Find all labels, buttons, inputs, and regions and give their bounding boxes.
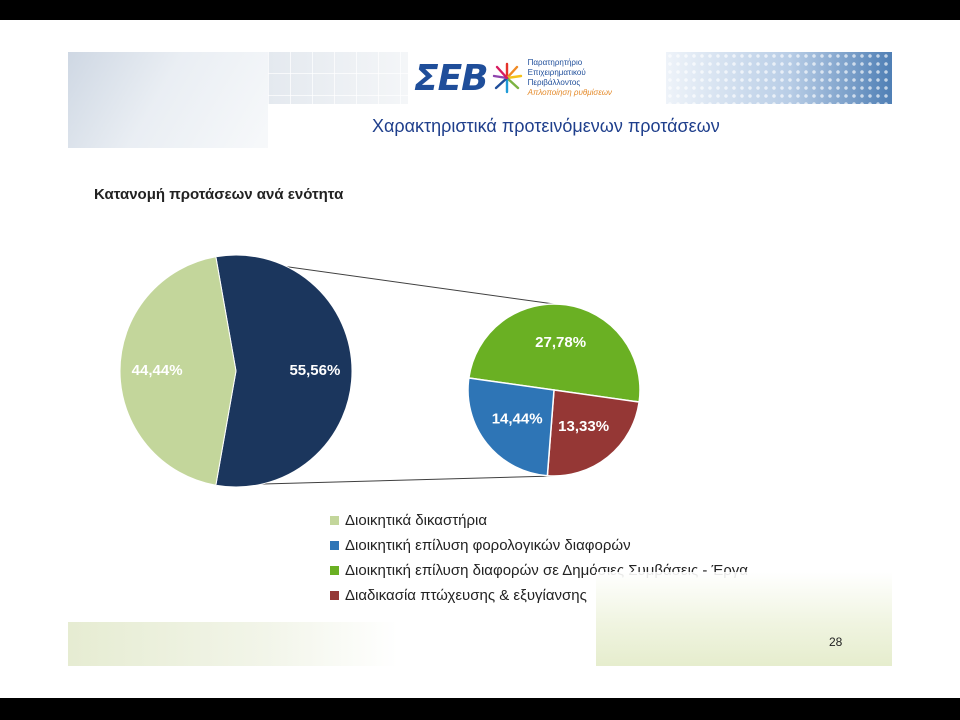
- legend-swatch: [330, 541, 339, 550]
- banner-photo-right: [666, 52, 892, 104]
- banner-photo-left: [68, 52, 268, 148]
- main-pie-slice: [215, 254, 353, 488]
- logo-line-1: Παρατηρητήριο: [527, 58, 583, 67]
- logo-burst-icon: [492, 62, 522, 94]
- data-labels: 44,44% 55,56% 27,78% 13,33% 14,44%: [132, 334, 609, 435]
- page-number: 28: [829, 635, 843, 649]
- data-label: 14,44%: [492, 411, 543, 428]
- legend-label: Διοικητικά δικαστήρια: [345, 512, 488, 529]
- logo-line-3: Περιβάλλοντος: [527, 78, 581, 87]
- legend-label: Διαδικασία πτώχευσης & εξυγίανσης: [345, 587, 587, 604]
- header-banner: ΣΕΒ Παρατηρητήριο Επιχειρηματικού Περιβά…: [68, 52, 892, 148]
- legend-swatch: [330, 516, 339, 525]
- logo-text: Παρατηρητήριο Επιχειρηματικού Περιβάλλον…: [528, 58, 612, 98]
- logo-line-2: Επιχειρηματικού: [527, 68, 586, 77]
- legend-swatch: [330, 566, 339, 575]
- pie-of-pie-chart: 44,44% 55,56% 27,78% 13,33% 14,44%: [119, 254, 641, 488]
- legend-item: Διοικητική επίλυση φορολογικών διαφορών: [330, 533, 850, 558]
- data-label: 27,78%: [535, 334, 586, 351]
- banner-grid-pattern: [268, 52, 408, 104]
- data-label: 44,44%: [132, 362, 183, 379]
- seb-logo: ΣΕΒ Παρατηρητήριο Επιχειρηματικού Περιβά…: [414, 52, 664, 104]
- main-pie-slice: [119, 256, 237, 486]
- connector-line-bottom: [215, 475, 555, 486]
- footer-decoration-right: [596, 572, 892, 666]
- logo-mark: ΣΕΒ: [414, 57, 489, 99]
- slide-title: Χαρακτηριστικά προτεινόμενων προτάσεων: [372, 116, 720, 136]
- secondary-pie-slice: [467, 303, 641, 403]
- secondary-pie: [467, 303, 641, 477]
- data-label: 55,56%: [289, 362, 340, 379]
- slide: ΣΕΒ Παρατηρητήριο Επιχειρηματικού Περιβά…: [0, 20, 960, 698]
- section-title: Κατανομή προτάσεων ανά ενότητα: [94, 186, 344, 203]
- secondary-pie-slice: [546, 389, 641, 477]
- legend-item: Διαδικασία πτώχευσης & εξυγίανσης: [330, 583, 850, 608]
- legend-label: Διοικητική επίλυση φορολογικών διαφορών: [345, 537, 631, 554]
- legend-item: Διοικητικά δικαστήρια: [330, 508, 850, 533]
- logo-tagline: Απλοποίηση ρυθμίσεων: [527, 88, 612, 97]
- data-label: 13,33%: [558, 418, 609, 435]
- secondary-pie-slice: [467, 377, 555, 477]
- main-pie: [119, 254, 353, 488]
- footer-decoration-left: [68, 622, 398, 666]
- legend-swatch: [330, 591, 339, 600]
